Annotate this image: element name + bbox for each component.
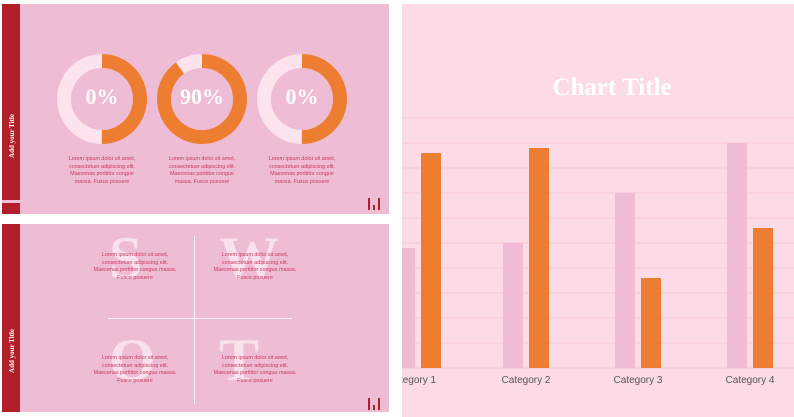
quadrant-line: Maecenas porttitor congue massa.	[213, 267, 297, 273]
bar-series1-4	[727, 143, 747, 368]
quadrant-line: Fusce posuere	[117, 274, 153, 281]
slide-sidebar: Add your Title	[2, 4, 20, 214]
swot-text-opportunities: Lorem ipsum dolor sit amet, consectetuer…	[80, 355, 190, 385]
chart-title: Chart Title	[552, 74, 672, 101]
category-label-2: Category 2	[501, 375, 551, 386]
slide-thumbnail-donuts[interactable]: Add your Title 0% 90% 0% Lorem ipsum dol…	[2, 4, 389, 214]
quadrant-line: Lorem ipsum dolor sit amet,	[221, 252, 289, 258]
caption-line: Maecenas porttitor congue	[170, 171, 234, 177]
donut-chart-3	[254, 51, 350, 147]
caption-line: massa. Fusce posuere	[274, 178, 330, 185]
quadrant-line: Maecenas porttitor congue massa.	[213, 370, 297, 376]
bar-series1-1	[402, 248, 415, 368]
quadrant-line: Fusce posuere	[237, 377, 273, 384]
quadrant-line: Lorem ipsum dolor sit amet,	[221, 355, 289, 361]
donut-arc-1	[57, 54, 147, 144]
donut-arc-3	[257, 54, 347, 144]
swot-letter-t: T	[219, 327, 260, 393]
sidebar-title: Add your Title	[8, 114, 16, 158]
swot-letter-s: S	[109, 225, 143, 291]
bar-series1-3	[615, 193, 635, 368]
quadrant-line: consectetuer adipiscing elit.	[221, 362, 289, 369]
swot-letter-o: O	[109, 327, 156, 393]
slide-thumbnail-swot[interactable]: Add your Title S W O T Lorem ipsum dolor…	[2, 224, 389, 412]
donut-label-3: 0%	[285, 84, 319, 109]
category-label-3: Category 3	[613, 375, 663, 386]
caption-line: Lorem ipsum dolor sit amet,	[68, 156, 136, 162]
brand-logo-icon	[368, 196, 382, 210]
caption-line: Lorem ipsum dolor sit amet,	[268, 156, 336, 162]
bar-series2-2	[529, 148, 549, 368]
donut-label-2: 90%	[180, 84, 224, 109]
quadrant-line: consectetuer adipiscing elit.	[221, 259, 289, 266]
caption-line: consectetuer adipiscing elit.	[168, 163, 236, 170]
chart-plot-area	[402, 117, 794, 369]
swot-text-strengths: Lorem ipsum dolor sit amet, consectetuer…	[80, 252, 190, 282]
quadrant-line: Lorem ipsum dolor sit amet,	[101, 252, 169, 258]
bar-series2-3	[641, 278, 661, 368]
sidebar-title: Add your Title	[8, 329, 16, 373]
caption-line: massa. Fusce posuere	[74, 178, 130, 185]
caption-line: Maecenas porttitor congue	[70, 171, 134, 177]
caption-line: consectetuer adipiscing elit.	[268, 163, 336, 170]
donut-caption-1: Lorem ipsum dolor sit amet, consectetuer…	[47, 156, 157, 186]
chart-slide[interactable]: Chart Title tegory 1 Category 2 Category…	[402, 4, 794, 417]
swot-text-threats: Lorem ipsum dolor sit amet, consectetuer…	[200, 355, 310, 385]
bar-series2-1	[421, 153, 441, 368]
swot-text-weaknesses: Lorem ipsum dolor sit amet, consectetuer…	[200, 252, 310, 282]
swot-divider-vertical	[194, 236, 195, 404]
bar-series1-2	[503, 243, 523, 368]
quadrant-line: Fusce posuere	[237, 274, 273, 281]
brand-logo-icon	[368, 396, 382, 410]
quadrant-line: consectetuer adipiscing elit.	[101, 362, 169, 369]
donut-label-1: 0%	[85, 84, 119, 109]
swot-divider-horizontal	[108, 318, 292, 319]
category-label-4: Category 4	[725, 375, 775, 386]
quadrant-line: Maecenas porttitor congue massa.	[93, 370, 177, 376]
donut-caption-2: Lorem ipsum dolor sit amet, consectetuer…	[147, 156, 257, 186]
quadrant-line: consectetuer adipiscing elit.	[101, 259, 169, 266]
swot-letter-w: W	[219, 225, 279, 291]
quadrant-line: Lorem ipsum dolor sit amet,	[101, 355, 169, 361]
donut-arc-2	[157, 54, 247, 144]
donut-chart-2	[154, 51, 250, 147]
caption-line: Maecenas porttitor congue	[270, 171, 334, 177]
category-label-1: tegory 1	[402, 375, 437, 386]
donut-chart-1	[54, 51, 150, 147]
donut-caption-3: Lorem ipsum dolor sit amet, consectetuer…	[247, 156, 357, 186]
bar-series2-4	[753, 228, 773, 368]
slide-sidebar: Add your Title	[2, 224, 20, 412]
sidebar-stripe	[2, 200, 20, 203]
caption-line: massa. Fusce posuere	[174, 178, 230, 185]
caption-line: Lorem ipsum dolor sit amet,	[168, 156, 236, 162]
caption-line: consectetuer adipiscing elit.	[68, 163, 136, 170]
quadrant-line: Maecenas porttitor congue massa.	[93, 267, 177, 273]
quadrant-line: Fusce posuere	[117, 377, 153, 384]
